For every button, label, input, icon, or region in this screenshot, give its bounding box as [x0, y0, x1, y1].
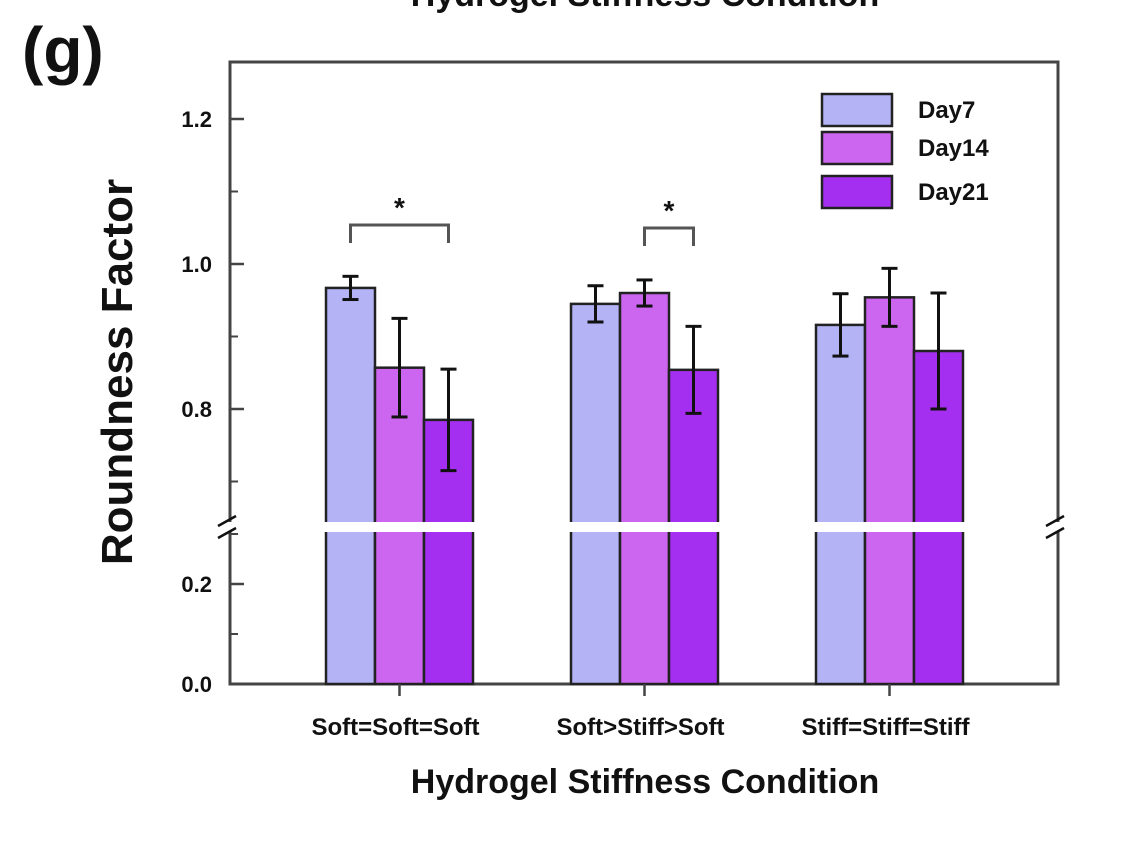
y-tick-label: 0.0 — [181, 672, 212, 697]
y-tick-label: 0.8 — [181, 397, 212, 422]
panel-label: (g) — [22, 14, 104, 86]
legend-label-day14: Day14 — [918, 135, 989, 162]
break-mark — [1045, 514, 1065, 528]
bar-day14-2 — [618, 291, 671, 686]
legend-swatch-day14 — [820, 130, 894, 166]
significance-bracket — [643, 226, 695, 246]
bar-day7-3 — [814, 323, 867, 686]
break-mark — [1045, 526, 1065, 540]
x-tick-label: Stiff=Stiff=Stiff — [802, 714, 971, 741]
cut-title: Hydrogel Stiffness Condition — [411, 0, 879, 14]
legend-label-day21: Day21 — [918, 179, 989, 206]
significance-star: * — [664, 195, 675, 226]
y-tick-label: 1.0 — [181, 252, 212, 277]
break-mark — [217, 526, 237, 540]
error-bars — [342, 266, 947, 473]
y-axis-title: Roundness Factor — [93, 179, 142, 565]
legend-label-day7: Day7 — [918, 97, 975, 124]
y-tick-label: 1.2 — [181, 107, 212, 132]
legend-swatch-day21 — [820, 174, 894, 210]
break-mark — [217, 514, 237, 528]
legend-swatch-day7 — [820, 92, 894, 128]
significance-bracket — [349, 223, 450, 243]
axis-break — [216, 514, 1072, 540]
bar-day7-2 — [569, 302, 622, 686]
x-axis-title: Hydrogel Stiffness Condition — [411, 763, 879, 801]
significance-markers: * * — [349, 192, 695, 246]
y-axis-ticks: 0.0 0.2 0.8 1.0 1.2 — [181, 107, 244, 697]
bar-day14-3 — [863, 296, 916, 686]
y-tick-label: 0.2 — [181, 572, 212, 597]
x-tick-label: Soft=Soft=Soft — [312, 714, 480, 741]
bars — [324, 286, 965, 686]
x-tick-label: Soft>Stiff>Soft — [557, 714, 725, 741]
x-axis-ticks: Soft=Soft=Soft Soft>Stiff>Soft Stiff=Stiff… — [312, 684, 971, 741]
break-band — [216, 522, 1072, 532]
bar-day7-1 — [324, 286, 377, 686]
legend: Day7 Day14 Day21 — [820, 92, 989, 210]
significance-star: * — [394, 192, 405, 223]
